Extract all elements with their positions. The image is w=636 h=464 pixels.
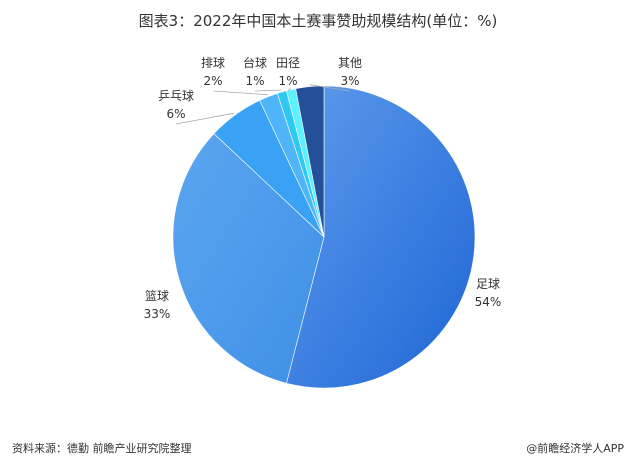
leader-line-5	[254, 89, 282, 92]
source-note: 资料来源：德勤 前瞻产业研究院整理	[12, 442, 192, 455]
leader-line-3	[175, 112, 235, 125]
leader-line-7	[309, 84, 351, 92]
pie-slices	[172, 85, 476, 389]
slice-name-label: 篮球	[145, 288, 169, 303]
slice-value-label: 33%	[144, 307, 171, 321]
slice-value-label: 54%	[475, 295, 502, 309]
leader-lines	[175, 84, 351, 125]
slice-value-label: 1%	[245, 74, 264, 88]
leader-line-4	[212, 90, 268, 96]
slice-2	[172, 133, 325, 384]
slice-1	[286, 85, 476, 389]
leader-line-6	[287, 87, 291, 92]
slice-value-label: 6%	[166, 107, 185, 121]
slice-7	[295, 85, 325, 238]
slice-name-label: 乒乓球	[158, 89, 194, 103]
slice-value-label: 3%	[340, 74, 359, 88]
slice-value-label: 2%	[203, 74, 222, 88]
slice-labels: 足球 54% 篮球 33% 乒乓球 6% 排球 2% 台球 1% 田径 1% 其他 3%	[144, 55, 502, 321]
brand-note: @前瞻经济学人APP	[526, 442, 624, 455]
slice-value-label: 1%	[278, 74, 297, 88]
slice-name-label: 台球	[243, 55, 267, 70]
slice-name-label: 田径	[276, 56, 300, 70]
slice-name-label: 排球	[201, 56, 225, 70]
chart-title: 图表3：2022年中国本土赛事赞助规模结构(单位：%)	[138, 12, 498, 30]
slice-name-label: 足球	[476, 277, 500, 291]
slice-name-label: 其他	[338, 56, 362, 70]
